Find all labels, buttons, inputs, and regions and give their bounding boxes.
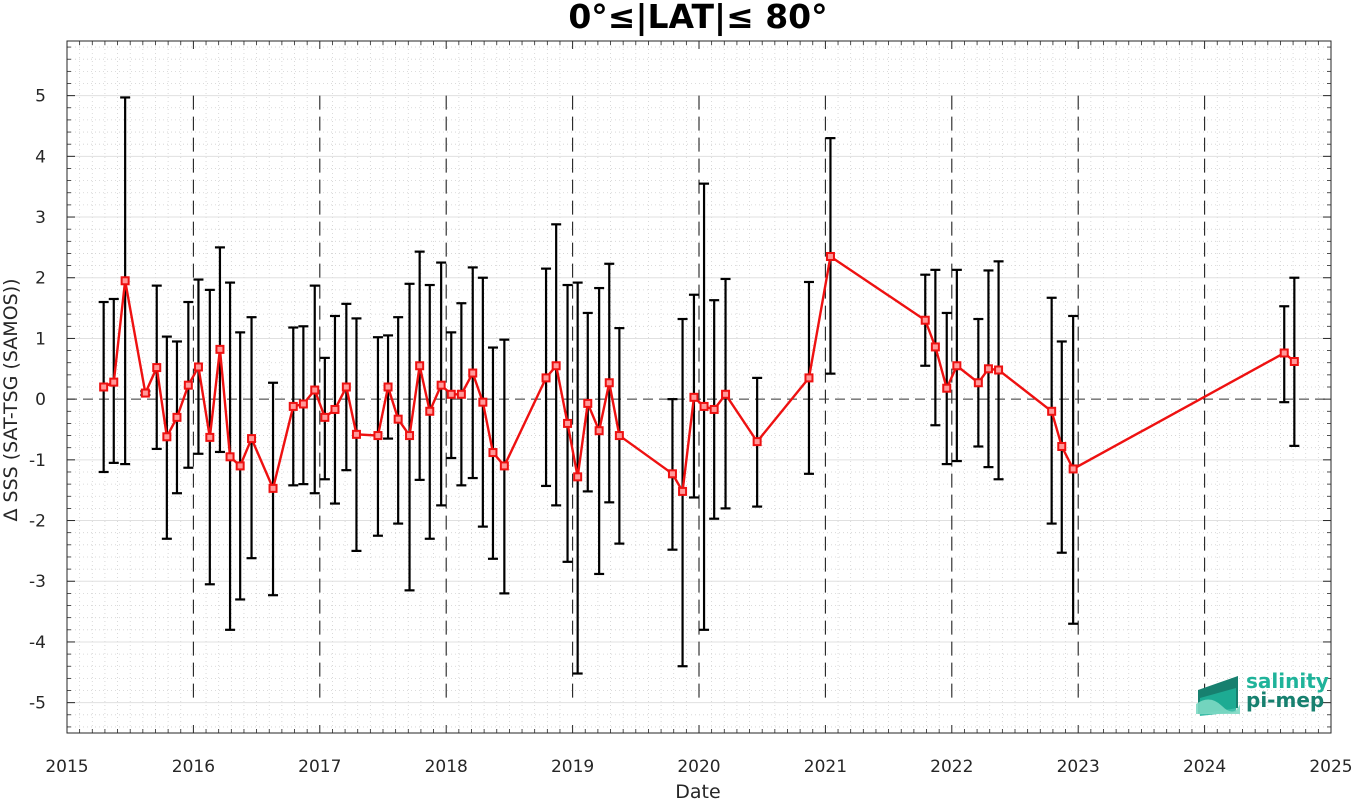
y-tick-label: 1 <box>35 329 46 349</box>
data-point <box>583 398 593 408</box>
data-point <box>994 365 1004 375</box>
x-tick-label: 2019 <box>551 757 594 777</box>
logo-text-salinity: salinity <box>1246 669 1329 693</box>
data-point <box>425 406 435 416</box>
data-markers <box>99 251 1299 496</box>
data-point <box>405 431 415 441</box>
x-tick-label: 2023 <box>1057 757 1100 777</box>
data-point <box>499 461 509 471</box>
data-point <box>162 432 172 442</box>
data-point <box>268 483 278 493</box>
data-point <box>99 382 109 392</box>
y-axis-label: Δ SSS (SAT-TSG (SAMOS)) <box>0 278 22 521</box>
y-tick-labels: 5 4 3 2 1 0 -1 -2 -3 -4 -5 <box>29 87 46 714</box>
y-tick-label: 4 <box>35 147 46 167</box>
logo-icon <box>1196 676 1240 716</box>
salinity-pi-mep-logo: salinity pi-mep <box>1196 669 1329 716</box>
axis-ticks <box>66 41 1332 733</box>
data-point <box>183 380 193 390</box>
data-point <box>393 414 403 424</box>
data-point <box>594 426 604 436</box>
data-point <box>415 361 425 371</box>
data-point <box>193 362 203 372</box>
data-point <box>383 382 393 392</box>
logo-text-pi-mep: pi-mep <box>1246 688 1324 712</box>
data-point <box>563 418 573 428</box>
data-point <box>310 385 320 395</box>
x-tick-label: 2015 <box>45 757 88 777</box>
data-point <box>1279 348 1289 358</box>
y-tick-label: -1 <box>29 451 46 471</box>
y-tick-label: -4 <box>29 633 46 653</box>
x-tick-label: 2021 <box>804 757 847 777</box>
data-point <box>298 399 308 409</box>
data-point <box>446 389 456 399</box>
data-point <box>436 380 446 390</box>
x-tick-labels: 2015 2016 2017 2018 2019 2020 2021 2022 2023 2024… <box>45 757 1352 777</box>
data-point <box>825 251 835 261</box>
data-point <box>205 432 215 442</box>
y-tick-label: 3 <box>35 208 46 228</box>
data-point <box>721 389 731 399</box>
data-point <box>373 431 383 441</box>
x-tick-label: 2018 <box>425 757 468 777</box>
data-point <box>667 469 677 479</box>
data-point <box>930 342 940 352</box>
data-point <box>689 392 699 402</box>
data-point <box>1068 464 1078 474</box>
x-tick-label: 2025 <box>1309 757 1352 777</box>
data-point <box>920 315 930 325</box>
data-point <box>172 412 182 422</box>
data-point <box>330 404 340 414</box>
x-tick-label: 2024 <box>1183 757 1226 777</box>
x-tick-label: 2016 <box>172 757 215 777</box>
data-point <box>678 486 688 496</box>
data-point <box>952 361 962 371</box>
data-point <box>604 378 614 388</box>
x-tick-label: 2020 <box>677 757 720 777</box>
data-point <box>140 388 150 398</box>
data-point <box>247 434 257 444</box>
data-point <box>709 404 719 414</box>
y-tick-label: 0 <box>35 390 46 410</box>
data-point <box>152 363 162 373</box>
data-point <box>541 373 551 383</box>
data-point <box>1047 406 1057 416</box>
data-point <box>1289 357 1299 367</box>
y-tick-label: 5 <box>35 87 46 107</box>
data-point <box>215 344 225 354</box>
data-point <box>983 364 993 374</box>
data-point <box>109 377 119 387</box>
data-point <box>699 401 709 411</box>
data-point <box>752 437 762 447</box>
data-point <box>288 401 298 411</box>
x-tick-label: 2017 <box>298 757 341 777</box>
data-point <box>478 397 488 407</box>
data-point <box>120 276 130 286</box>
x-tick-label: 2022 <box>930 757 973 777</box>
data-point <box>320 412 330 422</box>
data-point <box>225 452 235 462</box>
data-point <box>614 431 624 441</box>
data-point <box>551 361 561 371</box>
chart-title: 0°≤|LAT|≤ 80° <box>568 0 827 36</box>
data-point <box>341 382 351 392</box>
y-tick-label: -5 <box>29 694 46 714</box>
y-tick-label: -2 <box>29 512 46 532</box>
data-point <box>573 472 583 482</box>
x-axis-label: Date <box>675 781 720 801</box>
data-point <box>488 448 498 458</box>
data-point <box>973 378 983 388</box>
data-point <box>351 429 361 439</box>
data-point <box>1057 441 1067 451</box>
data-point <box>804 373 814 383</box>
y-tick-label: -3 <box>29 572 46 592</box>
data-point <box>942 383 952 393</box>
data-point <box>468 368 478 378</box>
series-line <box>103 254 1296 496</box>
data-point <box>235 461 245 471</box>
data-point <box>456 389 466 399</box>
y-tick-label: 2 <box>35 269 46 289</box>
